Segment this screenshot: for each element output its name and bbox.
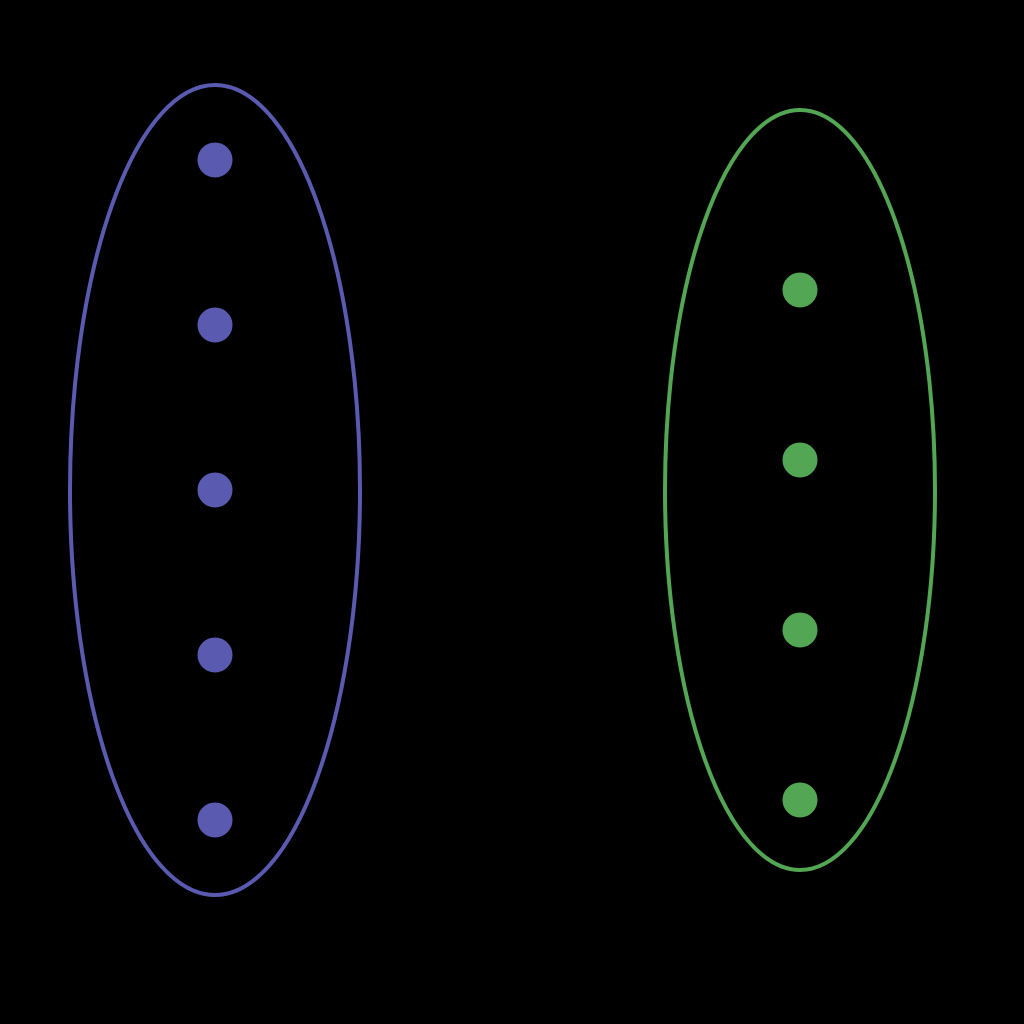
edge [215, 460, 800, 820]
nodes-layer [196, 141, 819, 839]
edge [215, 490, 800, 630]
right-node [781, 781, 819, 819]
left-node [196, 636, 234, 674]
right-node [781, 441, 819, 479]
right-node [781, 271, 819, 309]
left-node [196, 801, 234, 839]
edge [215, 160, 800, 290]
bipartite-diagram [0, 0, 1024, 1024]
left-node [196, 141, 234, 179]
left-node [196, 471, 234, 509]
right-set-ellipse [665, 110, 935, 870]
edges-layer [215, 160, 800, 820]
edge [215, 290, 800, 325]
left-node [196, 306, 234, 344]
right-node [781, 611, 819, 649]
edge [215, 460, 800, 490]
